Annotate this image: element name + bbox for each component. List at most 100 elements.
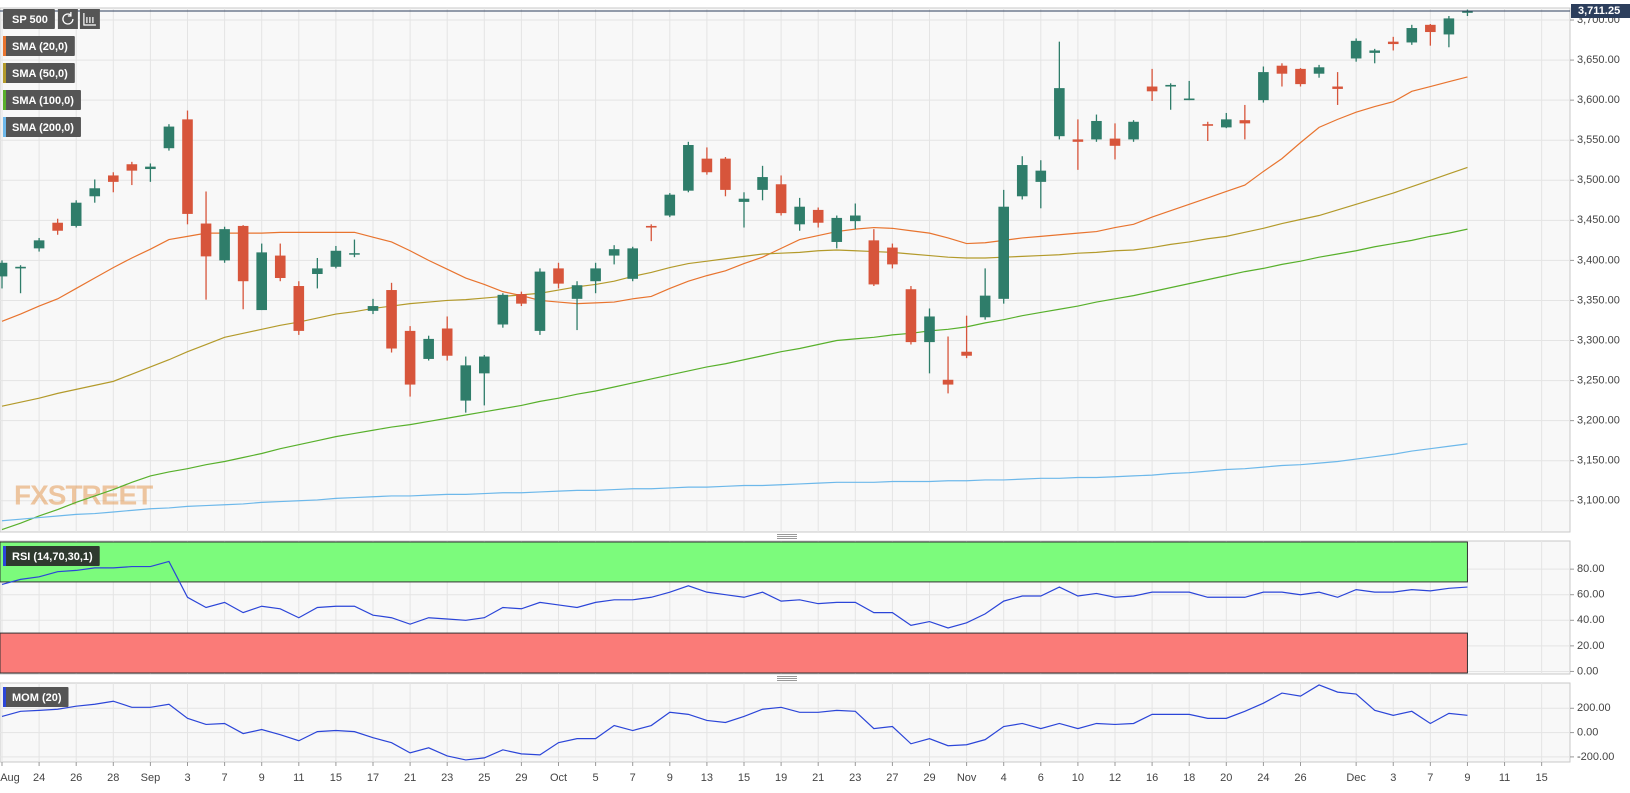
- legend-badge-box: [3, 117, 81, 137]
- y-tick-label: 3,350.00: [1577, 294, 1620, 306]
- candle-body: [200, 223, 212, 257]
- candle-body: [553, 268, 564, 284]
- candle-body: [163, 126, 175, 149]
- candle-body: [627, 248, 638, 279]
- y-tick-label: 3,650.00: [1577, 54, 1620, 66]
- y-tick-label: 3,600.00: [1577, 94, 1620, 106]
- x-tick-label: 21: [812, 772, 824, 784]
- candle-body: [1221, 119, 1232, 128]
- candle-body: [794, 206, 805, 225]
- last-price-label: 3,711.25: [1578, 5, 1620, 17]
- candle-body: [775, 184, 787, 214]
- candle-body: [608, 249, 620, 256]
- candle-body: [757, 177, 768, 190]
- y-tick-label: 20.00: [1577, 640, 1605, 652]
- candle-body: [1406, 28, 1418, 43]
- rsi-badge-box: [3, 546, 100, 566]
- candle-body: [738, 198, 750, 202]
- y-tick-label: 3,450.00: [1577, 214, 1620, 226]
- x-tick-label: 9: [1464, 772, 1470, 784]
- x-tick-label: 26: [70, 772, 82, 784]
- last-price-box: [1571, 4, 1630, 19]
- x-tick-label: 3: [184, 772, 190, 784]
- legend-badge: SMA (50,0): [3, 63, 75, 83]
- candle-body: [15, 266, 26, 269]
- watermark: FXSTREET: [14, 479, 153, 510]
- x-tick-label: 24: [33, 772, 45, 784]
- candle-body: [274, 255, 286, 279]
- x-tick-label: 11: [1499, 772, 1510, 784]
- candle-body: [404, 330, 416, 385]
- candle-body: [219, 229, 230, 261]
- plot-area: [1, 684, 1468, 761]
- candle-body: [1295, 68, 1306, 85]
- legend-badge-stripe: [3, 63, 6, 83]
- candle-body: [1183, 98, 1195, 101]
- refresh-button-box[interactable]: [57, 9, 78, 29]
- candle-body: [534, 271, 546, 331]
- candle-body: [1202, 124, 1214, 126]
- candle-body: [349, 253, 360, 255]
- x-tick-label: 9: [259, 772, 265, 784]
- candle-body: [479, 356, 490, 374]
- candle-body: [645, 225, 657, 228]
- x-tick-label: 20: [1220, 772, 1232, 784]
- candle-body: [367, 306, 379, 311]
- sma-line: [1, 166, 1468, 407]
- rsi-badge: RSI (14,70,30,1): [3, 546, 100, 566]
- candle-body: [998, 206, 1009, 299]
- y-tick-label: 3,550.00: [1577, 134, 1620, 146]
- candle-body: [52, 222, 63, 231]
- refresh-icon[interactable]: [62, 12, 74, 25]
- legend-badge-box: [3, 36, 75, 56]
- x-tick-label: 29: [923, 772, 935, 784]
- candle-body: [108, 175, 119, 182]
- x-tick-label: 27: [886, 772, 898, 784]
- x-tick-label: 3: [1390, 772, 1396, 784]
- x-tick-label: 26: [1294, 772, 1306, 784]
- x-tick-label: 13: [701, 772, 713, 784]
- candle-body: [237, 225, 249, 282]
- legend-badge-label: SMA (20,0): [12, 41, 68, 53]
- x-tick-label: 7: [222, 772, 228, 784]
- candle-body: [441, 328, 453, 356]
- legend-badge-label: SMA (200,0): [12, 122, 74, 134]
- x-tick-label: 12: [1109, 772, 1121, 784]
- candle-body: [1387, 41, 1399, 45]
- y-tick-label: 80.00: [1577, 563, 1605, 575]
- candle-body: [1128, 121, 1139, 140]
- candle-body: [516, 294, 527, 304]
- candle-body: [720, 158, 731, 190]
- calendar-button[interactable]: [79, 9, 100, 29]
- x-tick-label: Oct: [550, 772, 567, 784]
- candle-body: [497, 294, 509, 325]
- y-tick-label: -200.00: [1577, 751, 1614, 763]
- candle-body: [1054, 88, 1065, 137]
- x-tick-label: 23: [849, 772, 861, 784]
- x-tick-label: 25: [478, 772, 490, 784]
- symbol-badge-label: SP 500: [12, 14, 48, 26]
- y-tick-label: 0.00: [1577, 726, 1598, 738]
- candle-body: [590, 268, 601, 282]
- rsi-badge-stripe: [3, 546, 6, 566]
- candle-body: [868, 240, 880, 285]
- symbol-badge-box: [3, 9, 55, 29]
- indicator-line: [1, 560, 1468, 629]
- legend-badge: SMA (200,0): [3, 117, 81, 137]
- candle-body: [1350, 40, 1362, 59]
- x-tick-label: 15: [1536, 772, 1548, 784]
- calendar-icon[interactable]: [83, 13, 96, 26]
- x-tick-label: 6: [1038, 772, 1044, 784]
- plot-area: [0, 541, 1468, 674]
- legend-badge-label: SMA (100,0): [12, 95, 74, 107]
- refresh-button[interactable]: [57, 9, 78, 29]
- x-tick-label: 7: [630, 772, 636, 784]
- candle-body: [70, 202, 82, 226]
- x-tick-label: 15: [330, 772, 342, 784]
- y-tick-label: 3,400.00: [1577, 254, 1620, 266]
- candle-body: [850, 215, 861, 222]
- candle-body: [330, 250, 342, 267]
- candle-body: [831, 217, 843, 242]
- candle-body: [1016, 165, 1028, 197]
- x-tick-label: 24: [1257, 772, 1269, 784]
